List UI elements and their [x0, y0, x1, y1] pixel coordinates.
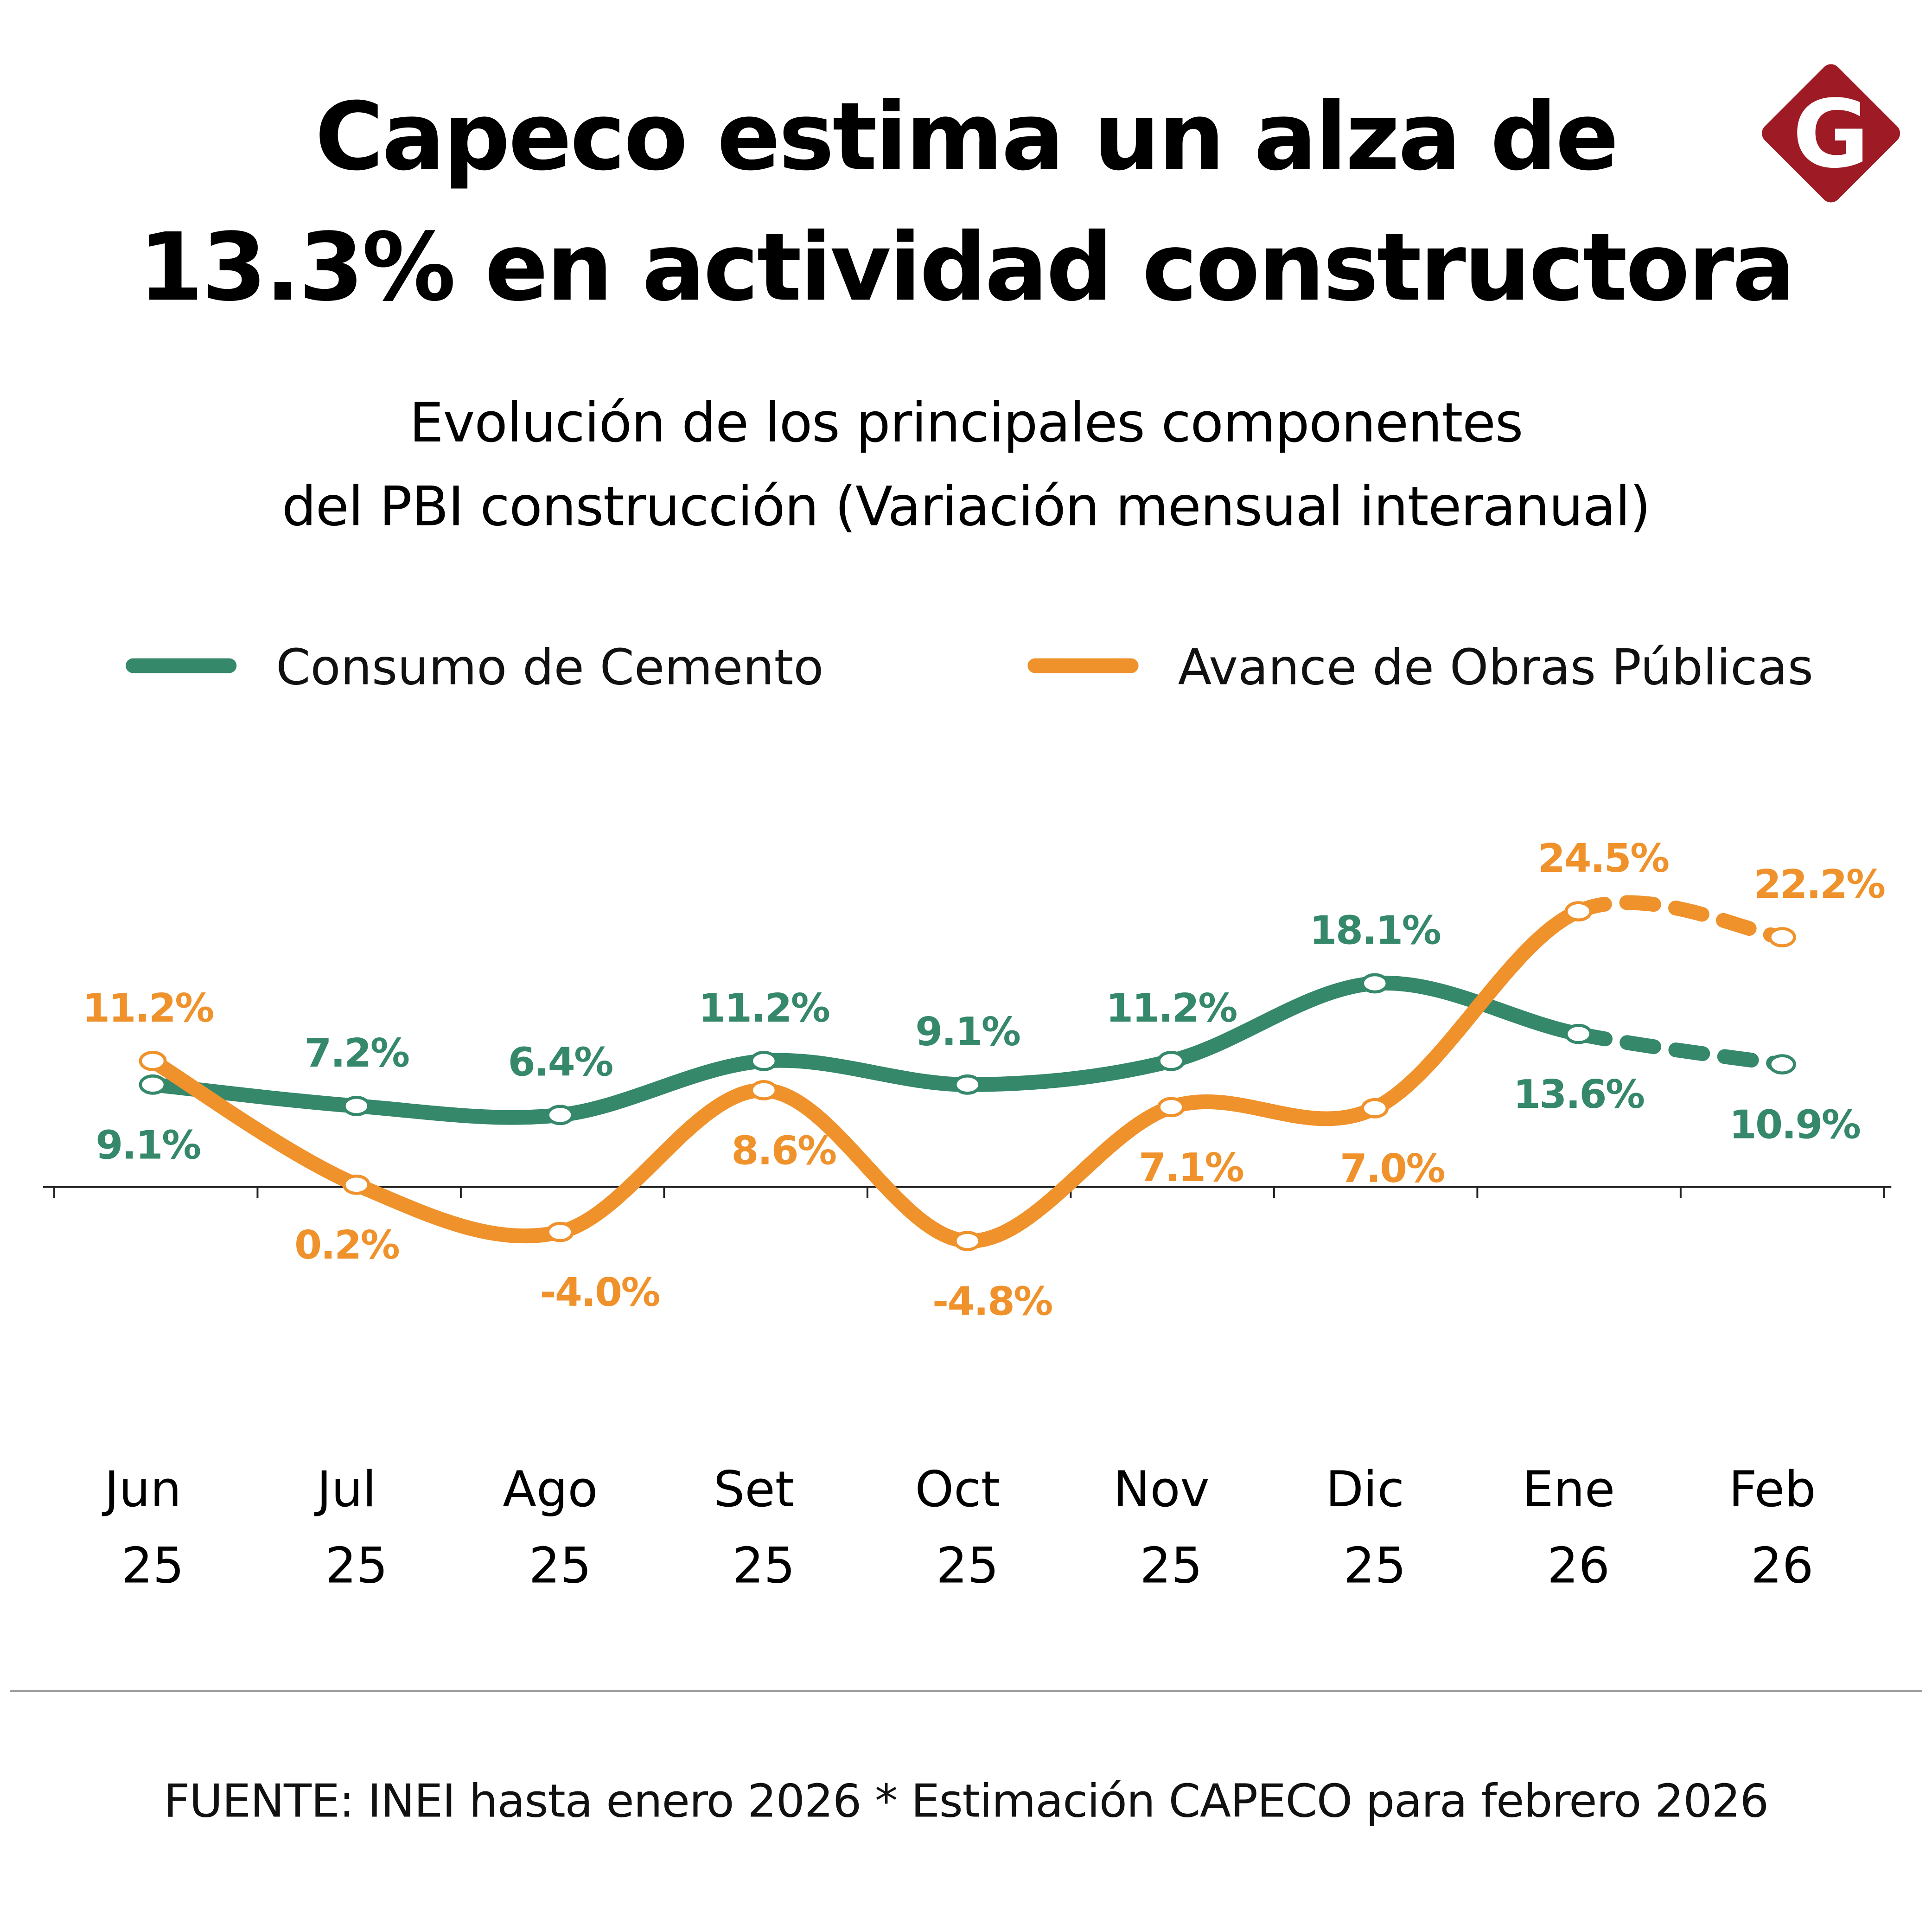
data-point [750, 1080, 778, 1100]
x-tick-month: Feb [1728, 1461, 1816, 1518]
data-label: 18.1% [1309, 908, 1440, 953]
x-tick-year: 25 [936, 1537, 999, 1595]
x-tick-month: Set [714, 1461, 795, 1518]
x-tick-year: 25 [733, 1537, 795, 1595]
data-label: 24.5% [1538, 836, 1669, 882]
data-label: 8.6% [731, 1128, 836, 1174]
x-tick-year: 25 [121, 1537, 184, 1595]
x-tick-month: Ago [503, 1461, 598, 1518]
data-label: 9.1% [96, 1122, 200, 1168]
x-tick-month: Nov [1113, 1461, 1209, 1518]
data-label: 0.2% [294, 1222, 399, 1268]
data-point [953, 1231, 982, 1252]
data-point [1157, 1050, 1185, 1071]
x-tick-year: 26 [1547, 1537, 1610, 1595]
x-axis [43, 1186, 1892, 1198]
series-line-estimated-1 [1571, 895, 1790, 945]
data-label: 10.9% [1729, 1102, 1860, 1148]
data-point [342, 1096, 370, 1116]
data-point [1361, 1098, 1389, 1119]
x-tick-year: 25 [1140, 1537, 1202, 1595]
x-tick-year: 26 [1751, 1537, 1813, 1595]
logo: G [1762, 64, 1900, 203]
data-label: -4.0% [540, 1270, 659, 1316]
data-point [1564, 1023, 1593, 1044]
data-point [546, 1105, 574, 1125]
data-point [139, 1074, 167, 1095]
series-line-estimated-0 [1571, 1026, 1790, 1072]
x-tick-month: Ene [1522, 1461, 1615, 1518]
data-label: 11.2% [83, 985, 213, 1031]
logo-diamond [1762, 64, 1900, 203]
data-label: -4.8% [932, 1279, 1052, 1325]
data-point [1768, 927, 1796, 947]
data-point [1361, 973, 1389, 994]
series-line-1 [145, 904, 1586, 1249]
plot-area: 9.1% 7.2% 6.4% 11.2% 9.1% 11.2% 18.1% 13.6% 10.9… [83, 836, 1886, 1325]
x-tick-month: Jul [314, 1461, 376, 1518]
legend-label-obras: Avance de Obras Públicas [1178, 639, 1813, 696]
x-tick-month: Dic [1326, 1461, 1404, 1518]
x-tick-month: Jun [102, 1461, 181, 1518]
data-point [1768, 1054, 1796, 1075]
subtitle-line-1: Evolución de los principales componentes [409, 391, 1523, 454]
data-label: 22.2% [1754, 862, 1885, 908]
data-label: 11.2% [699, 985, 829, 1031]
data-label: 11.2% [1106, 985, 1237, 1031]
logo-letter: G [1792, 80, 1869, 189]
legend: Consumo de Cemento Avance de Obras Públi… [126, 639, 1813, 696]
data-point [953, 1074, 982, 1095]
x-tick-year: 25 [529, 1537, 591, 1595]
x-tick-year: 25 [1344, 1537, 1406, 1595]
data-label: 13.6% [1513, 1072, 1644, 1118]
data-point [750, 1050, 778, 1071]
title-line-1: Capeco estima un alza de [315, 83, 1617, 192]
data-point [139, 1050, 167, 1071]
data-label: 7.0% [1340, 1146, 1445, 1192]
data-label: 7.1% [1139, 1145, 1243, 1191]
title-line-2: 13.3% en actividad constructora [138, 213, 1793, 322]
data-point [546, 1221, 574, 1242]
x-tick-labels: Jun 25 Jul 25 Ago 25 Set 25 Oct 25 Nov 25 Dic 25 Ene 26… [102, 1461, 1816, 1595]
subtitle-line-2: del PBI construcción (Variación mensual … [282, 475, 1650, 538]
x-tick-year: 25 [325, 1537, 388, 1595]
data-point [342, 1174, 370, 1195]
legend-label-cemento: Consumo de Cemento [276, 639, 823, 696]
data-label: 6.4% [508, 1039, 613, 1085]
data-point [1564, 901, 1593, 922]
data-point [1157, 1097, 1185, 1118]
data-label: 7.2% [304, 1030, 409, 1076]
series-line-0 [145, 975, 1586, 1125]
x-tick-month: Oct [915, 1461, 1001, 1518]
source-note: FUENTE: INEI hasta enero 2026 * Estimaci… [164, 1775, 1768, 1828]
data-label: 9.1% [915, 1009, 1020, 1055]
